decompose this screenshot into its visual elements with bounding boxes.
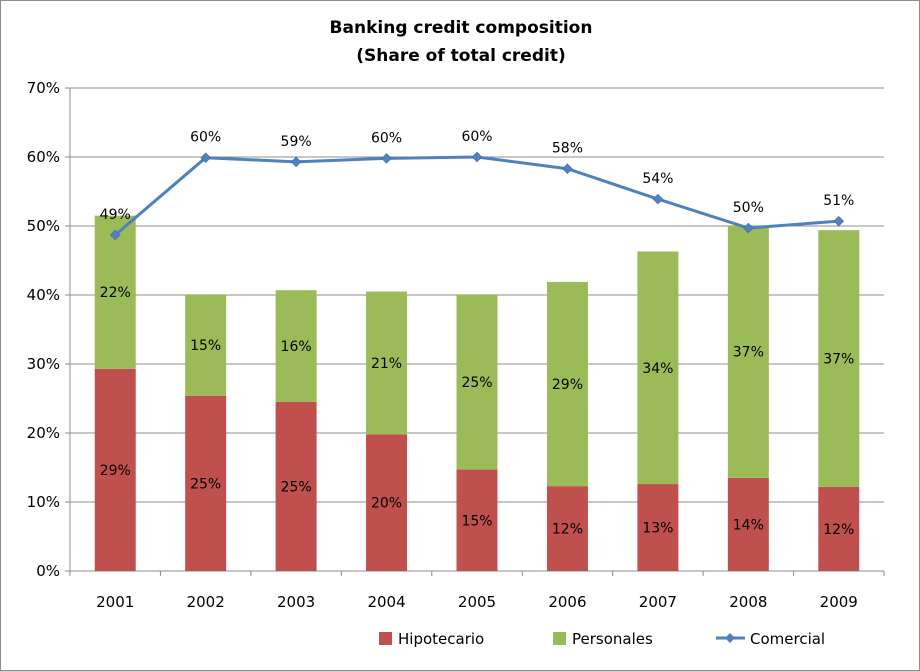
- chart-subtitle: (Share of total credit): [356, 46, 565, 66]
- marker-comercial: [290, 156, 302, 168]
- x-tick-label: 2007: [639, 593, 677, 611]
- x-tick-label: 2003: [277, 593, 315, 611]
- data-label-personales: 37%: [823, 351, 854, 367]
- y-tick-label: 30%: [27, 355, 60, 373]
- x-tick-label: 2008: [729, 593, 767, 611]
- data-label-comercial: 60%: [190, 130, 221, 146]
- bar-hipotecario: [637, 484, 679, 571]
- legend-swatch-hipotecario: [379, 632, 392, 645]
- y-tick-label: 0%: [36, 562, 60, 580]
- x-tick-label: 2002: [187, 593, 225, 611]
- data-label-personales: 16%: [281, 339, 312, 355]
- data-label-personales: 21%: [371, 356, 402, 372]
- marker-comercial: [742, 222, 754, 234]
- marker-comercial: [471, 151, 483, 163]
- bar-personales: [818, 230, 860, 487]
- y-tick-label: 70%: [27, 79, 60, 97]
- line-comercial: [114, 155, 839, 237]
- bar-personales: [275, 290, 317, 402]
- bar-hipotecario: [275, 401, 317, 571]
- x-tick-label: 2001: [96, 593, 134, 611]
- data-label-hipotecario: 15%: [461, 513, 492, 529]
- data-label-comercial: 60%: [461, 129, 492, 145]
- bar-hipotecario: [546, 486, 588, 571]
- marker-comercial: [833, 215, 845, 227]
- data-label-hipotecario: 25%: [190, 476, 221, 492]
- data-label-personales: 34%: [642, 361, 673, 377]
- data-label-comercial: 50%: [733, 200, 764, 216]
- bars: [94, 215, 860, 571]
- bar-personales: [637, 251, 679, 485]
- data-label-hipotecario: 20%: [371, 496, 402, 512]
- legend-label-hipotecario: Hipotecario: [398, 630, 484, 648]
- marker-comercial: [562, 163, 573, 175]
- x-tick-label: 2009: [820, 593, 858, 611]
- data-label-comercial: 59%: [281, 134, 312, 150]
- bar-personales: [456, 294, 498, 470]
- bar-personales: [185, 294, 227, 396]
- data-label-hipotecario: 25%: [281, 479, 312, 495]
- legend-label-personales: Personales: [572, 630, 653, 648]
- data-labels: 29% 22% 25% 15% 25% 16% 20% 21% 15% 25% 12% 29% 13% 3…: [100, 129, 855, 538]
- x-tick-label: 2005: [458, 593, 496, 611]
- data-label-comercial: 49%: [100, 207, 131, 223]
- data-label-hipotecario: 13%: [642, 521, 673, 537]
- legend-label-comercial: Comercial: [750, 630, 825, 648]
- data-label-personales: 29%: [552, 377, 583, 393]
- data-label-hipotecario: 29%: [100, 463, 131, 479]
- y-tick-label: 40%: [27, 286, 60, 304]
- data-label-hipotecario: 14%: [733, 517, 764, 533]
- data-label-personales: 22%: [100, 285, 131, 301]
- line-series: [109, 151, 845, 241]
- data-label-personales: 15%: [190, 338, 221, 354]
- data-label-personales: 37%: [733, 345, 764, 361]
- data-label-comercial: 58%: [552, 141, 583, 157]
- data-label-hipotecario: 12%: [823, 522, 854, 538]
- bar-hipotecario: [185, 395, 227, 571]
- bar-personales: [94, 215, 136, 369]
- bar-personales: [546, 281, 588, 487]
- marker-comercial: [381, 153, 392, 164]
- data-label-personales: 25%: [461, 375, 492, 391]
- legend-swatch-personales: [553, 632, 566, 645]
- y-tick-label: 60%: [27, 148, 60, 166]
- y-tick-label: 10%: [27, 493, 60, 511]
- data-label-comercial: 51%: [823, 193, 854, 209]
- legend-marker-comercial: [725, 633, 735, 643]
- bar-hipotecario: [94, 368, 136, 571]
- bar-hipotecario: [456, 469, 498, 571]
- marker-comercial: [652, 193, 664, 205]
- data-label-comercial: 54%: [642, 171, 673, 187]
- legend: Hipotecario Personales Comercial: [379, 630, 825, 648]
- bar-hipotecario: [727, 477, 769, 571]
- marker-comercial: [200, 152, 212, 164]
- x-tick-label: 2006: [548, 593, 586, 611]
- bar-personales: [366, 291, 408, 435]
- chart-title: Banking credit composition: [330, 18, 593, 38]
- x-tick-label: 2004: [367, 593, 405, 611]
- y-tick-label: 20%: [27, 424, 60, 442]
- data-label-hipotecario: 12%: [552, 522, 583, 538]
- data-label-comercial: 60%: [371, 130, 402, 146]
- marker-comercial: [109, 229, 121, 241]
- y-tick-label: 50%: [27, 217, 60, 235]
- bar-personales: [727, 225, 769, 478]
- bar-hipotecario: [818, 486, 860, 571]
- bar-hipotecario: [366, 434, 408, 571]
